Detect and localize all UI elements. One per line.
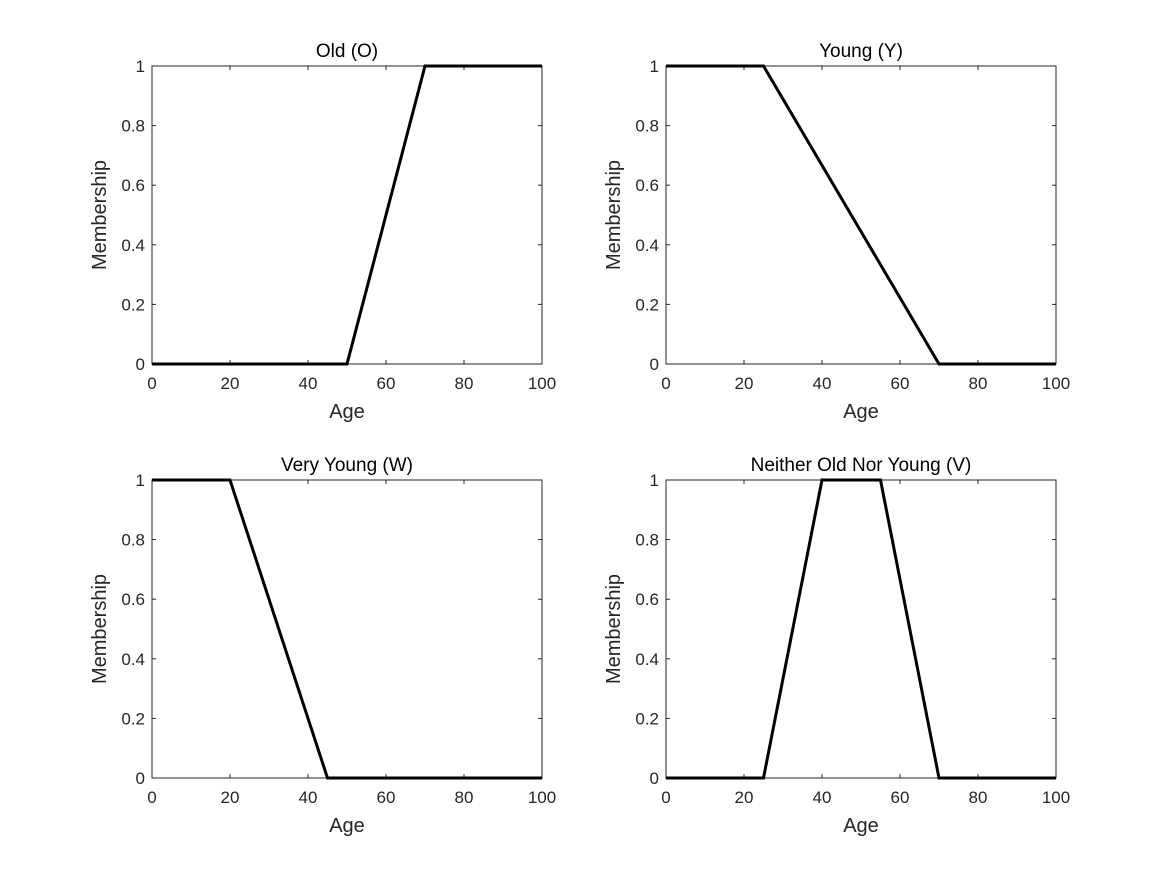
- y-tick-label: 0.2: [121, 709, 145, 728]
- y-tick-label: 0.2: [635, 295, 659, 314]
- chart-title: Very Young (W): [281, 455, 413, 476]
- y-tick-label: 0.8: [121, 117, 145, 136]
- y-tick-label: 0.8: [635, 117, 659, 136]
- y-axis-label: Membership: [603, 160, 625, 270]
- y-axis-label: Membership: [89, 574, 111, 684]
- chart-title: Young (Y): [819, 41, 903, 62]
- subplot-1: 0 20 40 60 80 100 0 0.2 0.4 0.6 0.8 1 Old (O) Age Memb…: [89, 41, 556, 423]
- x-tick-label: 40: [813, 788, 832, 807]
- x-tick-label: 100: [528, 788, 556, 807]
- x-tick-label: 0: [661, 788, 670, 807]
- chart-title: Neither Old Nor Young (V): [751, 455, 972, 476]
- y-tick-label: 0.6: [635, 176, 659, 195]
- x-axis-label: Age: [843, 815, 879, 837]
- x-tick-label: 20: [735, 374, 754, 393]
- y-tick-label: 0.2: [635, 709, 659, 728]
- x-tick-label: 20: [221, 788, 240, 807]
- y-axis-label: Membership: [89, 160, 111, 270]
- x-axis-label: Age: [843, 401, 879, 423]
- y-tick-label: 0.8: [121, 531, 145, 550]
- x-axis-label: Age: [329, 401, 365, 423]
- y-tick-label: 0: [650, 769, 659, 788]
- x-tick-label: 100: [1042, 374, 1070, 393]
- y-tick-label: 0: [136, 355, 145, 374]
- x-tick-label: 0: [147, 374, 156, 393]
- y-tick-label: 0: [650, 355, 659, 374]
- axes-box: [665, 65, 1057, 365]
- axes-box: [151, 479, 543, 779]
- membership-line: [152, 478, 542, 780]
- x-tick-label: 40: [299, 374, 318, 393]
- y-tick-label: 0.6: [121, 176, 145, 195]
- y-tick-label: 0.8: [635, 531, 659, 550]
- y-tick-label: 0.4: [635, 650, 659, 669]
- y-tick-label: 0.4: [121, 236, 145, 255]
- x-tick-label: 60: [891, 788, 910, 807]
- membership-line: [666, 64, 1056, 366]
- y-tick-label: 0.2: [121, 295, 145, 314]
- x-tick-label: 40: [813, 374, 832, 393]
- x-tick-label: 20: [735, 788, 754, 807]
- x-tick-label: 20: [221, 374, 240, 393]
- x-tick-label: 80: [969, 788, 988, 807]
- y-axis-label: Membership: [603, 574, 625, 684]
- x-tick-label: 60: [377, 788, 396, 807]
- membership-line: [666, 478, 1056, 780]
- x-axis-label: Age: [329, 815, 365, 837]
- subplot-3: 0 20 40 60 80 100 0 0.2 0.4 0.6 0.8 1 Very Young (W)…: [89, 455, 556, 837]
- x-tick-label: 0: [661, 374, 670, 393]
- y-tick-label: 0: [136, 769, 145, 788]
- y-tick-label: 0.4: [121, 650, 145, 669]
- x-tick-label: 80: [455, 374, 474, 393]
- x-tick-label: 100: [528, 374, 556, 393]
- x-tick-label: 0: [147, 788, 156, 807]
- axes-box: [151, 65, 543, 365]
- y-tick-label: 1: [136, 57, 145, 76]
- membership-line: [152, 64, 542, 366]
- y-tick-label: 0.6: [121, 590, 145, 609]
- x-tick-label: 100: [1042, 788, 1070, 807]
- x-tick-label: 40: [299, 788, 318, 807]
- x-tick-label: 80: [455, 788, 474, 807]
- y-tick-label: 0.6: [635, 590, 659, 609]
- subplot-2: 0 20 40 60 80 100 0 0.2 0.4 0.6 0.8 1 Young (Y) Age Me…: [603, 41, 1070, 423]
- y-tick-label: 1: [650, 471, 659, 490]
- y-tick-label: 1: [650, 57, 659, 76]
- subplot-4: 0 20 40 60 80 100 0 0.2 0.4 0.6 0.8 1 Neither Old No…: [603, 455, 1070, 837]
- x-tick-label: 60: [891, 374, 910, 393]
- y-tick-label: 0.4: [635, 236, 659, 255]
- chart-title: Old (O): [316, 41, 378, 62]
- x-tick-label: 60: [377, 374, 396, 393]
- y-tick-label: 1: [136, 471, 145, 490]
- axes-box: [665, 479, 1057, 779]
- x-tick-label: 80: [969, 374, 988, 393]
